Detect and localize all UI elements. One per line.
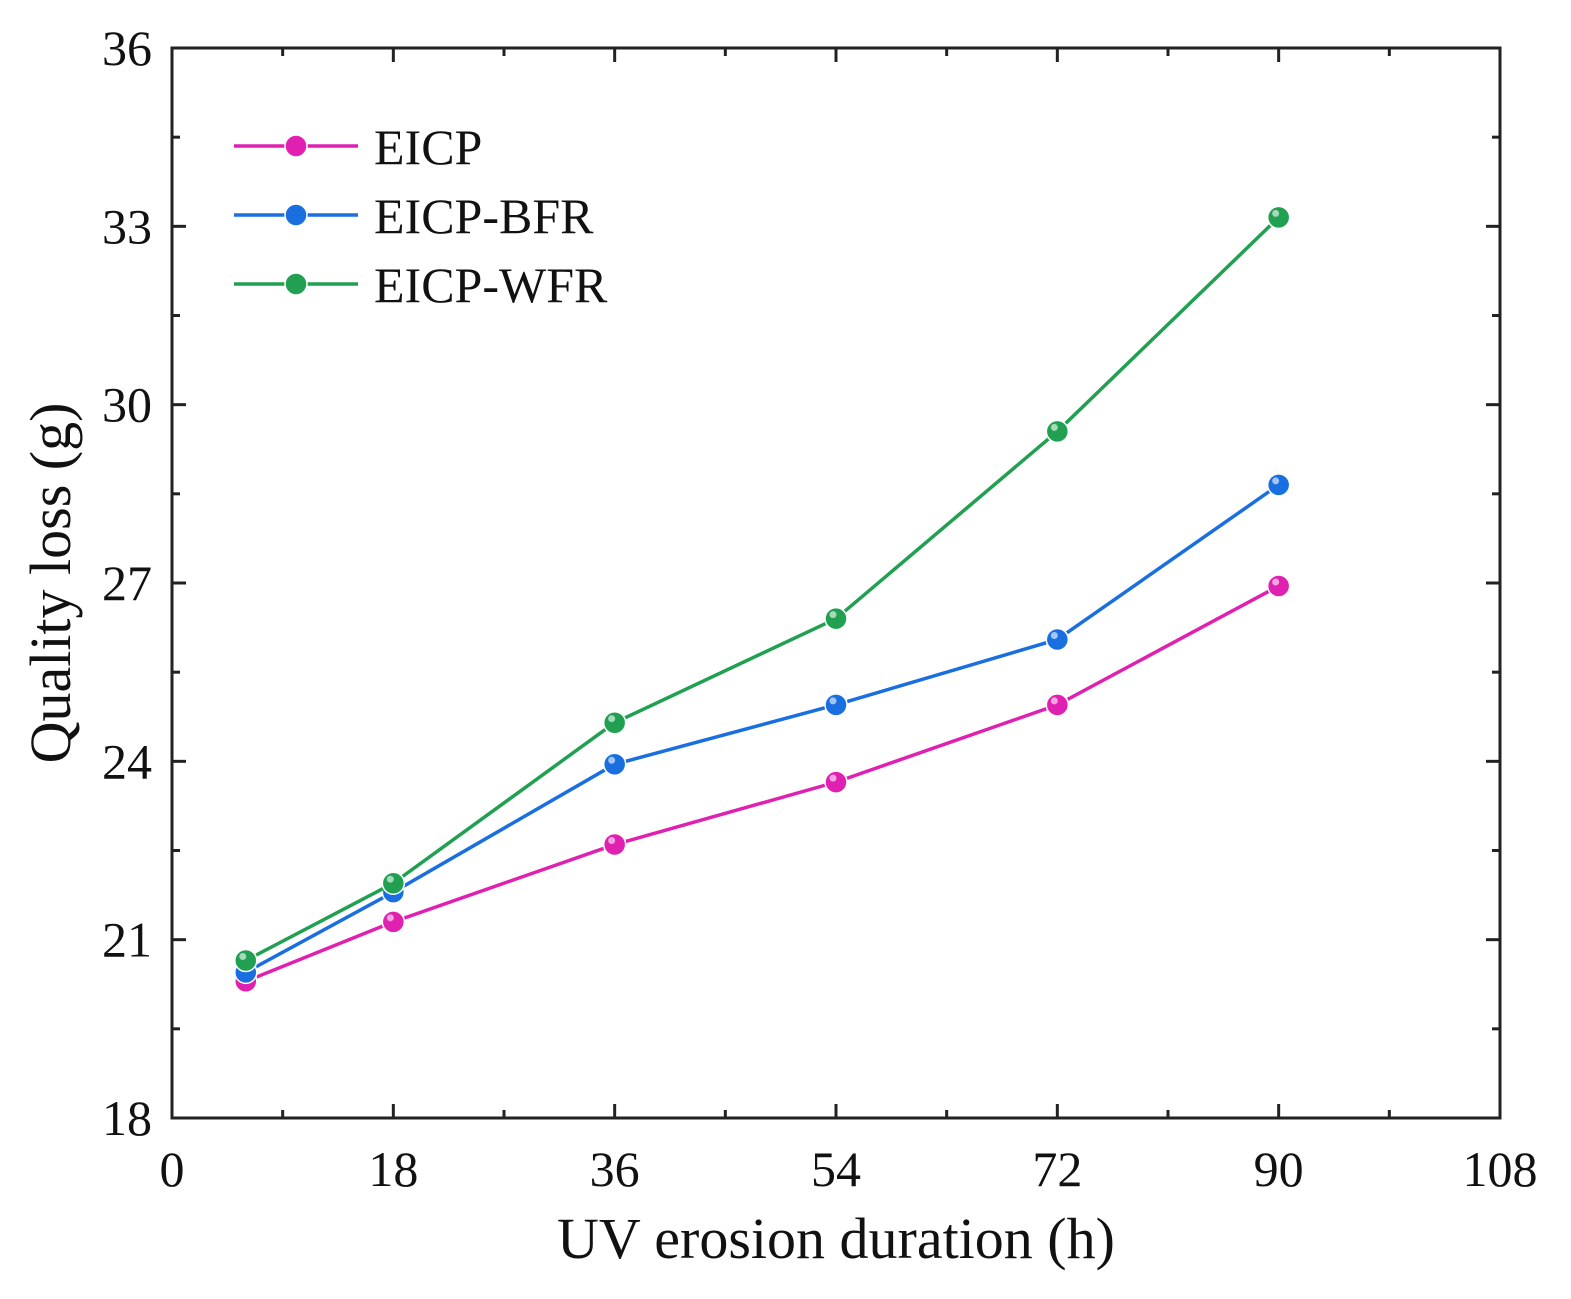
x-tick-label: 90 [1254, 1141, 1304, 1197]
data-point-highlight [1272, 477, 1280, 485]
x-tick-label: 72 [1032, 1141, 1082, 1197]
data-point [1266, 473, 1291, 497]
legend-item: EICP [234, 119, 482, 175]
x-axis-label: UV erosion duration (h) [557, 1206, 1115, 1271]
data-point-highlight [829, 774, 837, 782]
data-point-highlight [386, 914, 394, 922]
data-point [824, 606, 848, 631]
legend-marker [284, 203, 308, 227]
y-tick-label: 30 [102, 377, 152, 433]
data-point [824, 693, 848, 717]
data-point-highlight [829, 611, 837, 619]
data-point [602, 710, 627, 735]
y-tick-label: 24 [102, 733, 152, 789]
legend: EICP EICP-BFR EICP-WFR [234, 119, 608, 313]
y-axis-label: Quality loss (g) [18, 403, 83, 764]
data-point-highlight [1050, 697, 1058, 705]
data-point-highlight [608, 756, 616, 764]
series-eicp-bfr [234, 473, 1291, 985]
data-point-highlight [386, 875, 394, 883]
series-line [244, 216, 1280, 963]
data-point [381, 871, 406, 895]
data-point [1045, 627, 1070, 652]
data-point-highlight [829, 697, 837, 705]
legend-marker [284, 134, 308, 158]
series-eicp-wfr [234, 205, 1291, 973]
series-line [244, 483, 1280, 974]
data-point [824, 770, 848, 794]
plot-frame [170, 46, 1502, 1120]
legend-label: EICP [374, 119, 482, 175]
series-line [245, 584, 1280, 983]
data-point [602, 832, 627, 857]
data-point-highlight [1050, 423, 1058, 431]
data-point [1045, 419, 1070, 444]
legend-label: EICP-WFR [374, 257, 608, 313]
y-tick-label: 36 [102, 20, 152, 76]
data-point-highlight [1272, 578, 1280, 586]
data-point [381, 910, 406, 934]
data-point-highlight [1272, 209, 1280, 217]
legend-item: EICP-BFR [234, 188, 594, 244]
legend-item: EICP-WFR [234, 257, 608, 313]
legend-label: EICP-BFR [374, 188, 594, 244]
y-tick-label: 27 [102, 555, 152, 611]
data-point [234, 948, 258, 973]
y-tick-label: 21 [102, 912, 152, 968]
data-point-highlight [608, 837, 616, 845]
data-point-highlight [239, 952, 247, 960]
data-point [1045, 693, 1070, 717]
data-point [602, 752, 627, 777]
legend-marker [284, 272, 308, 296]
x-tick-label: 108 [1463, 1141, 1538, 1197]
x-tick-label: 36 [590, 1141, 640, 1197]
data-point [1266, 205, 1291, 230]
x-tick-label: 54 [811, 1141, 861, 1197]
data-point [1266, 574, 1291, 598]
data-point-highlight [608, 715, 616, 723]
y-tick-label: 33 [102, 198, 152, 254]
x-tick-label: 0 [160, 1141, 185, 1197]
data-point-highlight [1050, 631, 1058, 639]
series-eicp [234, 574, 1291, 994]
x-tick-label: 18 [368, 1141, 418, 1197]
y-tick-label: 18 [102, 1090, 152, 1146]
